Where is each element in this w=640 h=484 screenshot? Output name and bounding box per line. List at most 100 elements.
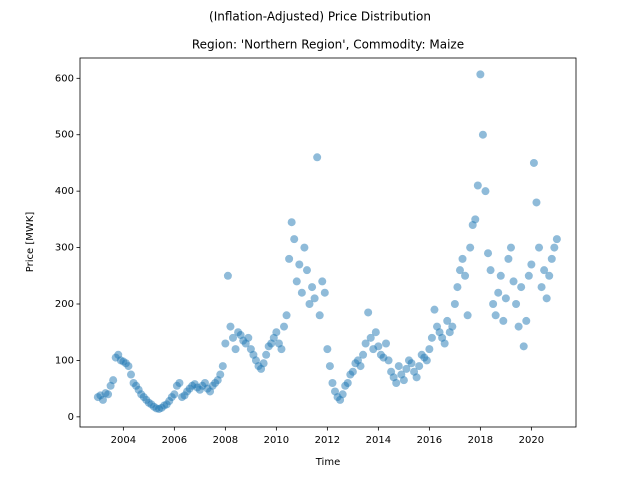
point: [226, 322, 235, 331]
point: [506, 243, 515, 252]
point: [547, 254, 556, 263]
point: [364, 308, 373, 317]
point: [455, 266, 464, 275]
point: [463, 311, 472, 320]
y-tick-label: 400: [55, 186, 74, 197]
point: [343, 378, 352, 387]
point: [320, 288, 329, 297]
point: [458, 254, 467, 263]
point: [366, 333, 375, 342]
point: [514, 322, 523, 331]
point: [297, 288, 306, 297]
point: [499, 316, 508, 325]
point: [318, 277, 327, 286]
point: [305, 300, 314, 308]
x-tick-label: 2020: [519, 435, 544, 446]
point: [325, 362, 334, 371]
point: [371, 328, 380, 337]
point: [430, 305, 439, 314]
chart-title: Region: 'Northern Region', Commodity: Ma…: [192, 38, 464, 52]
point: [285, 254, 294, 263]
point: [486, 266, 495, 275]
point: [535, 243, 544, 252]
point: [512, 300, 521, 308]
point: [277, 345, 286, 354]
point: [448, 322, 457, 331]
point: [221, 339, 230, 348]
point: [315, 311, 324, 320]
point: [229, 333, 238, 342]
point: [440, 339, 449, 348]
point: [537, 283, 546, 292]
point: [542, 294, 551, 303]
point: [290, 235, 299, 244]
point: [552, 235, 561, 244]
point: [545, 271, 554, 280]
x-tick-label: 2008: [213, 435, 238, 446]
point: [453, 283, 462, 292]
point: [407, 359, 416, 368]
y-tick-label: 100: [55, 355, 74, 366]
point: [527, 260, 536, 269]
y-axis-label: Price [MWK]: [25, 212, 36, 273]
point: [348, 367, 357, 376]
point: [476, 70, 485, 79]
point: [104, 390, 113, 399]
x-tick-label: 2014: [366, 435, 391, 446]
suptitle: (Inflation-Adjusted) Price Distribution: [209, 10, 431, 24]
points: [93, 70, 561, 413]
point: [216, 370, 225, 379]
point: [280, 322, 289, 331]
y-tick-label: 0: [68, 412, 74, 423]
point: [282, 311, 291, 320]
point: [392, 378, 401, 387]
x-tick-label: 2004: [111, 435, 136, 446]
point: [550, 243, 559, 252]
point: [323, 345, 332, 354]
y-tick-label: 300: [55, 243, 74, 254]
point: [532, 198, 541, 207]
point: [127, 370, 136, 379]
point: [356, 362, 365, 371]
point: [170, 390, 179, 399]
y-tick-label: 500: [55, 130, 74, 141]
point: [328, 378, 337, 387]
point: [501, 294, 510, 303]
point: [384, 356, 393, 365]
point: [484, 249, 493, 258]
point: [374, 342, 383, 351]
point: [522, 316, 531, 325]
point: [399, 376, 408, 385]
point: [422, 356, 431, 365]
point: [427, 333, 436, 342]
point: [272, 328, 281, 337]
point: [310, 294, 319, 303]
point: [519, 342, 528, 351]
point: [471, 215, 480, 224]
point: [302, 266, 311, 275]
point: [223, 271, 232, 280]
point: [338, 390, 347, 399]
point: [443, 316, 452, 325]
x-axis-label: Time: [315, 457, 340, 468]
x-tick-label: 2016: [417, 435, 442, 446]
point: [496, 271, 505, 280]
point: [478, 130, 487, 139]
point: [175, 378, 184, 387]
x-tick-label: 2012: [315, 435, 340, 446]
point: [494, 288, 503, 297]
point: [461, 271, 470, 280]
point: [109, 376, 118, 385]
point: [262, 350, 271, 359]
point: [308, 283, 317, 292]
x-tick-label: 2010: [264, 435, 289, 446]
point: [259, 359, 268, 368]
point: [359, 350, 368, 359]
point: [295, 260, 304, 269]
point: [412, 373, 421, 382]
x-tick-label: 2006: [162, 435, 187, 446]
point: [489, 300, 498, 308]
point: [481, 187, 490, 196]
point: [124, 362, 133, 371]
